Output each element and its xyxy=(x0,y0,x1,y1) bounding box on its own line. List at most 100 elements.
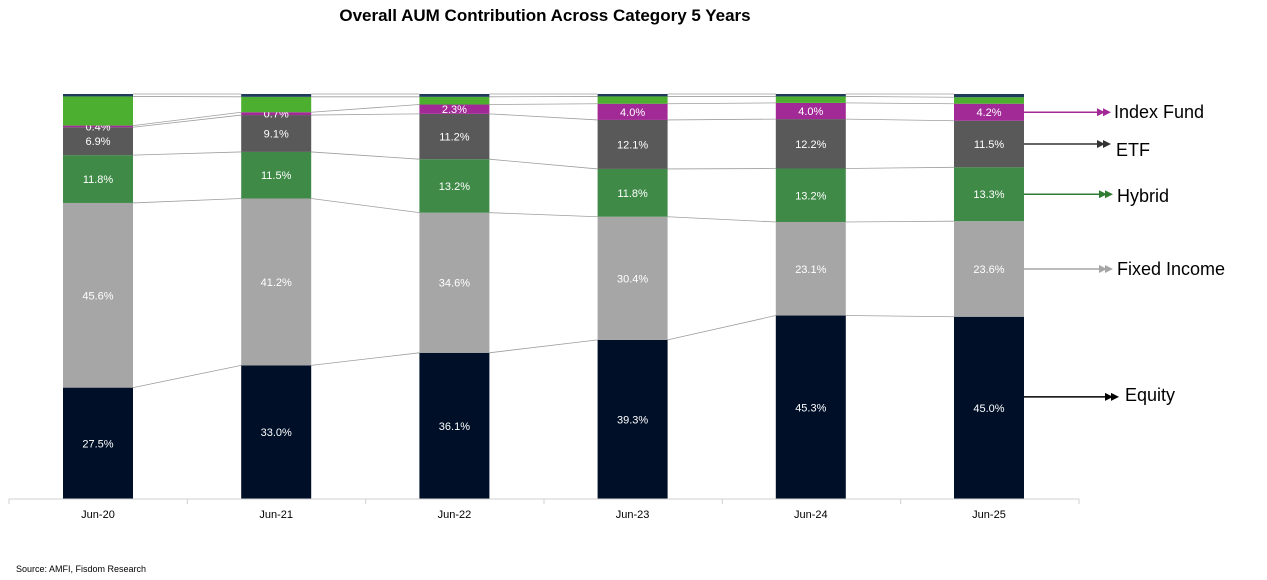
data-label-index-fund-jun-22: 2.3% xyxy=(442,104,467,116)
data-label-etf-jun-23: 12.1% xyxy=(617,139,648,151)
bar-segment-5-jun-24 xyxy=(775,96,846,103)
data-label-equity-jun-24: 45.3% xyxy=(795,402,826,414)
bar-etf-jun-21 xyxy=(241,115,312,152)
x-axis: Jun-20 Jun-21 Jun-22 Jun-23 Jun-24 Jun-25 xyxy=(8,498,1080,521)
data-label-hybrid-jun-23: 11.8% xyxy=(617,188,648,200)
legend-arrowhead-fixed-income xyxy=(1105,264,1113,273)
bar-fixed-income-jun-20 xyxy=(63,202,133,388)
data-label-fixed-income-jun-24: 23.1% xyxy=(795,264,826,276)
bar-equity-jun-22 xyxy=(419,352,490,499)
bar-etf-jun-22 xyxy=(419,113,490,160)
legend: Index Fund ETF Hybrid Fixed Income Equity xyxy=(1024,102,1225,405)
connector-line xyxy=(845,166,955,169)
data-label-fixed-income-jun-20: 45.6% xyxy=(82,290,113,302)
bar-segment-5-jun-20 xyxy=(63,96,133,126)
connector-line xyxy=(845,315,955,318)
connector-line xyxy=(311,104,420,113)
connector-line xyxy=(489,212,598,218)
data-label-equity-jun-20: 27.5% xyxy=(82,438,113,450)
bar-segment-5-jun-21 xyxy=(241,96,312,113)
bar-etf-jun-24 xyxy=(775,119,846,169)
bar-hybrid-jun-25 xyxy=(954,167,1024,222)
bar-fixed-income-jun-24 xyxy=(775,221,846,316)
data-label-hybrid-jun-22: 13.2% xyxy=(439,181,470,193)
bar-hybrid-jun-22 xyxy=(419,159,490,213)
connector-line xyxy=(132,111,242,126)
bar-segment-6-jun-20 xyxy=(63,94,133,97)
bar-segment-6-jun-23 xyxy=(597,94,668,97)
legend-arrowhead-index-fund xyxy=(1103,108,1111,117)
connector-line xyxy=(489,113,598,121)
legend-label-index-fund: Index Fund xyxy=(1114,102,1204,122)
data-label-equity-jun-25: 45.0% xyxy=(973,403,1004,415)
connector-line xyxy=(489,339,598,354)
bar-segment-6-jun-25 xyxy=(954,94,1024,98)
connector-line xyxy=(667,102,776,105)
legend-label-equity: Equity xyxy=(1125,385,1175,405)
x-tick-label-jun-24: Jun-24 xyxy=(794,509,828,521)
connector-line xyxy=(132,198,242,204)
bar-etf-jun-25 xyxy=(954,120,1024,168)
bar-segment-5-jun-23 xyxy=(597,96,668,104)
data-label-index-fund-jun-23: 4.0% xyxy=(620,107,645,119)
connector-lines xyxy=(132,93,955,389)
connector-line xyxy=(667,118,776,121)
chart-title: Overall AUM Contribution Across Category… xyxy=(339,6,751,25)
bar-etf-jun-20 xyxy=(63,127,133,156)
data-label-etf-jun-22: 11.2% xyxy=(439,132,470,144)
data-label-equity-jun-21: 33.0% xyxy=(261,427,292,439)
connector-line xyxy=(311,198,420,214)
data-label-hybrid-jun-25: 13.3% xyxy=(973,189,1004,201)
source-note: Source: AMFI, Fisdom Research xyxy=(16,564,147,574)
data-label-hybrid-jun-24: 13.2% xyxy=(795,190,826,202)
x-tick-label-jun-22: Jun-22 xyxy=(438,509,472,521)
data-label-hybrid-jun-21: 11.5% xyxy=(261,170,292,182)
bar-index-fund-jun-25 xyxy=(954,103,1024,121)
bar-index-fund-jun-20 xyxy=(63,125,133,128)
bar-hybrid-jun-24 xyxy=(775,168,846,222)
connector-line xyxy=(311,113,420,116)
legend-arrowhead-hybrid xyxy=(1105,190,1113,199)
bar-fixed-income-jun-22 xyxy=(419,212,490,353)
data-label-etf-jun-25: 11.5% xyxy=(974,139,1005,151)
connector-line xyxy=(311,352,420,366)
connector-line xyxy=(845,220,955,223)
legend-label-fixed-income: Fixed Income xyxy=(1117,259,1225,279)
data-label-fixed-income-jun-25: 23.6% xyxy=(973,264,1004,276)
bar-index-fund-jun-24 xyxy=(775,102,846,120)
bar-equity-jun-23 xyxy=(597,339,668,499)
x-tick-label-jun-21: Jun-21 xyxy=(259,509,293,521)
x-tick-label-jun-20: Jun-20 xyxy=(81,509,115,521)
legend-label-etf: ETF xyxy=(1116,140,1150,160)
connector-line xyxy=(667,315,776,341)
data-label-index-fund-jun-24: 4.0% xyxy=(798,106,823,118)
x-tick-label-jun-25: Jun-25 xyxy=(972,509,1006,521)
connector-line xyxy=(132,114,242,128)
bar-index-fund-jun-21 xyxy=(241,112,312,116)
bar-segment-5-jun-25 xyxy=(954,97,1024,104)
connector-line xyxy=(489,158,598,170)
legend-arrowhead-etf xyxy=(1103,140,1111,149)
connector-line xyxy=(132,151,242,156)
bar-hybrid-jun-21 xyxy=(241,151,312,199)
connector-line xyxy=(489,103,598,105)
bar-fixed-income-jun-25 xyxy=(954,221,1024,317)
data-label-etf-jun-20: 6.9% xyxy=(85,136,110,148)
legend-label-hybrid: Hybrid xyxy=(1117,186,1169,206)
connector-line xyxy=(845,118,955,122)
bar-equity-jun-20 xyxy=(63,387,133,499)
legend-arrowhead-equity xyxy=(1111,392,1119,401)
data-label-index-fund-jun-25: 4.2% xyxy=(976,107,1001,119)
x-tick-label-jun-23: Jun-23 xyxy=(616,509,650,521)
data-label-etf-jun-24: 12.2% xyxy=(795,139,826,151)
bar-fixed-income-jun-23 xyxy=(597,216,668,340)
connector-line xyxy=(667,216,776,223)
bar-fixed-income-jun-21 xyxy=(241,198,312,366)
connector-line xyxy=(845,102,955,105)
data-label-equity-jun-23: 39.3% xyxy=(617,414,648,426)
bars-group: 27.5%45.6%11.8%6.9%0.4%33.0%41.2%11.5%9.… xyxy=(63,94,1024,499)
bar-segment-6-jun-22 xyxy=(419,94,490,97)
bar-hybrid-jun-23 xyxy=(597,168,668,217)
